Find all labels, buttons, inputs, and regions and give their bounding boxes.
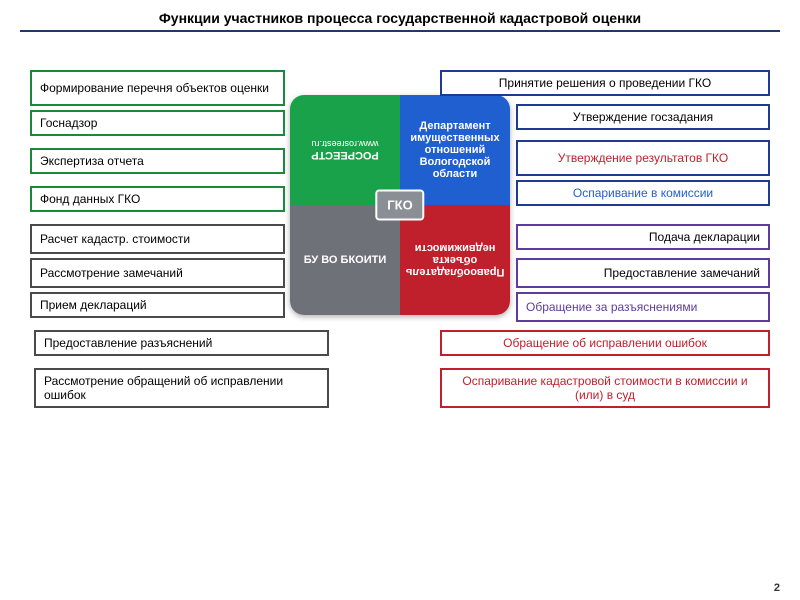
function-box: Обращение об исправлении ошибок <box>440 330 770 356</box>
quad-bkoiti: БУ ВО БКОИТИ <box>290 205 400 315</box>
function-box: Утверждение результатов ГКО <box>516 140 770 176</box>
diagram-container: РОСРЕЕСТРwww.rosreestr.ru Департамент им… <box>0 40 800 580</box>
function-box: Рассмотрение обращений об исправлении ош… <box>34 368 329 408</box>
function-box: Прием деклараций <box>30 292 285 318</box>
function-box: Обращение за разъяснениями <box>516 292 770 322</box>
function-box: Формирование перечня объектов оценки <box>30 70 285 106</box>
function-box: Подача декларации <box>516 224 770 250</box>
title-rule <box>20 30 780 32</box>
function-box: Оспаривание в комиссии <box>516 180 770 206</box>
function-box: Расчет кадастр. стоимости <box>30 224 285 254</box>
function-box: Утверждение госзадания <box>516 104 770 130</box>
function-box: Предоставление замечаний <box>516 258 770 288</box>
center-badge: ГКО <box>375 190 424 221</box>
quad-owner: Правообладатель объекта недвижимости <box>400 205 510 315</box>
quad-rosreestr: РОСРЕЕСТРwww.rosreestr.ru <box>290 95 400 205</box>
function-box: Госнадзор <box>30 110 285 136</box>
center-quadrant: РОСРЕЕСТРwww.rosreestr.ru Департамент им… <box>290 95 510 315</box>
quad-department: Департамент имущественных отношений Воло… <box>400 95 510 205</box>
function-box: Принятие решения о проведении ГКО <box>440 70 770 96</box>
page-number: 2 <box>774 582 780 594</box>
page-title: Функции участников процесса государствен… <box>0 0 800 30</box>
function-box: Фонд данных ГКО <box>30 186 285 212</box>
function-box: Предоставление разъяснений <box>34 330 329 356</box>
function-box: Оспаривание кадастровой стоимости в коми… <box>440 368 770 408</box>
function-box: Рассмотрение замечаний <box>30 258 285 288</box>
function-box: Экспертиза отчета <box>30 148 285 174</box>
